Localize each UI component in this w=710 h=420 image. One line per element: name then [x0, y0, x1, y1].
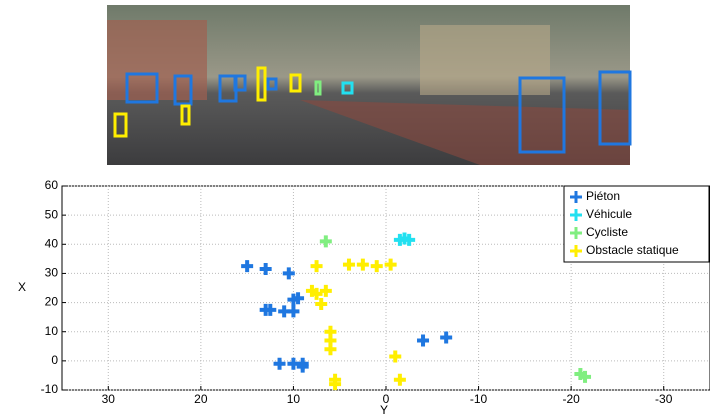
- point: [393, 233, 406, 246]
- point: [315, 298, 328, 311]
- point: [310, 260, 323, 273]
- x-tick-label: -20: [562, 392, 580, 406]
- point: [319, 284, 332, 297]
- y-tick-label: 0: [51, 353, 58, 367]
- point: [342, 258, 355, 271]
- y-axis-label: X: [18, 280, 26, 294]
- point: [389, 350, 402, 363]
- x-tick-label: 20: [194, 392, 208, 406]
- point: [241, 260, 254, 273]
- point: [329, 378, 342, 391]
- y-tick-label: 20: [45, 295, 59, 309]
- legend-marker: [570, 209, 582, 221]
- x-tick-label: 30: [102, 392, 116, 406]
- legend-label: Cycliste: [586, 225, 628, 239]
- point: [264, 303, 277, 316]
- point: [287, 305, 300, 318]
- legend-label: Obstacle statique: [586, 243, 679, 257]
- x-tick-label: 0: [383, 392, 390, 406]
- legend-box: [563, 185, 710, 263]
- point: [440, 331, 453, 344]
- point: [579, 370, 592, 383]
- point: [417, 334, 430, 347]
- y-tick-label: 30: [45, 266, 59, 280]
- legend-label: Véhicule: [586, 207, 632, 221]
- y-tick-label: 10: [45, 324, 59, 338]
- legend-marker: [570, 227, 582, 239]
- camera-image: [107, 5, 632, 165]
- x-tick-label: -30: [655, 392, 673, 406]
- x-axis-label: Y: [380, 403, 388, 417]
- y-tick-label: 40: [45, 236, 59, 250]
- point: [296, 360, 309, 373]
- point: [319, 235, 332, 248]
- y-tick-label: 60: [45, 178, 59, 192]
- point: [384, 258, 397, 271]
- point: [292, 292, 305, 305]
- point: [324, 343, 337, 356]
- point: [393, 373, 406, 386]
- point: [356, 258, 369, 271]
- x-tick-label: 10: [287, 392, 301, 406]
- point: [370, 260, 383, 273]
- point: [259, 263, 272, 276]
- x-tick-label: -10: [470, 392, 488, 406]
- y-tick-label: 50: [45, 207, 59, 221]
- point: [310, 287, 323, 300]
- point: [273, 357, 286, 370]
- y-tick-label: -10: [41, 382, 59, 396]
- legend-label: Piéton: [586, 189, 620, 203]
- legend-marker: [570, 245, 582, 257]
- legend-marker: [570, 191, 582, 203]
- point: [282, 267, 295, 280]
